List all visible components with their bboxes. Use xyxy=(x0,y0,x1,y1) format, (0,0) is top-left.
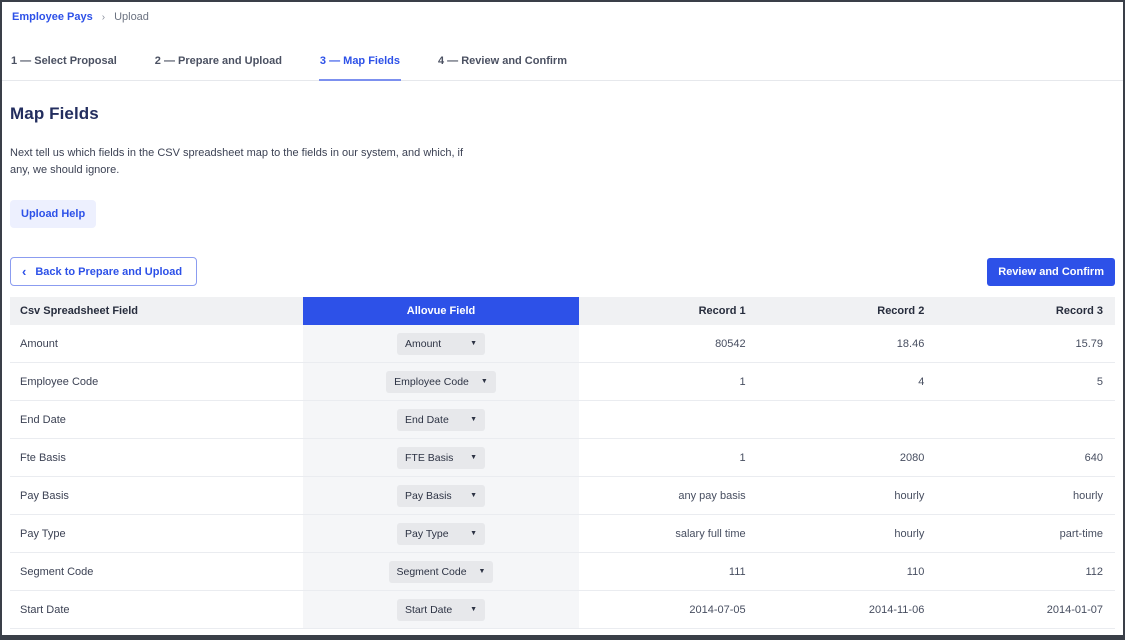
allovue-field-dropdown[interactable]: Pay Basis ▼ xyxy=(397,484,485,507)
table-row: Pay Type Pay Type ▼ salary full time hou… xyxy=(10,515,1115,554)
header-record-1: Record 1 xyxy=(698,305,746,318)
allovue-field-cell: Segment Code ▼ xyxy=(303,553,579,591)
record-3-value xyxy=(936,401,1115,438)
back-to-prepare-button-top[interactable]: ‹ Back to Prepare and Upload xyxy=(10,257,198,287)
breadcrumb: Employee Pays › Upload xyxy=(2,2,1123,23)
header-record-2: Record 2 xyxy=(877,305,925,318)
record-2-value: 18.46 xyxy=(896,337,925,350)
csv-field-label: Pay Type xyxy=(20,527,66,540)
csv-field-label: Fte Basis xyxy=(20,451,66,464)
table-row: Start Date Start Date ▼ 2014-07-05 2014-… xyxy=(10,591,1115,630)
chevron-down-icon: ▼ xyxy=(470,530,477,538)
back-button-label: Back to Prepare and Upload xyxy=(35,265,183,278)
chevron-down-icon: ▼ xyxy=(470,606,477,614)
allovue-field-cell: Pay Basis ▼ xyxy=(303,477,579,515)
tab-step-1[interactable]: 1 — Select Proposal xyxy=(11,55,117,67)
table-body: Amount Amount ▼ 80542 18.46 15.79 Employ… xyxy=(10,325,1115,630)
record-3-value: 15.79 xyxy=(1075,337,1103,350)
allovue-field-cell: Pay Type ▼ xyxy=(303,515,579,553)
record-1-value: salary full time xyxy=(675,527,746,540)
chevron-down-icon: ▼ xyxy=(478,568,486,576)
step-tabs: 1 — Select Proposal 2 — Prepare and Uploa… xyxy=(2,51,1123,81)
table-row: Pay Basis Pay Basis ▼ any pay basis hour… xyxy=(10,477,1115,516)
dropdown-selected-value: Start Date xyxy=(405,603,453,616)
table-row: Fte Basis FTE Basis ▼ 1 2080 640 xyxy=(10,439,1115,478)
allovue-field-cell: Start Date ▼ xyxy=(303,591,579,629)
allovue-field-dropdown[interactable]: Amount ▼ xyxy=(397,332,485,355)
record-3-value: hourly xyxy=(1073,489,1103,502)
dropdown-selected-value: Pay Type xyxy=(405,527,449,540)
header-allovue-field: Allovue Field xyxy=(303,297,579,326)
record-1-value: 111 xyxy=(728,565,746,578)
chevron-down-icon: ▼ xyxy=(470,416,477,424)
csv-field-label: Employee Code xyxy=(20,375,99,388)
chevron-left-icon: ‹ xyxy=(22,264,27,280)
record-3-value: 5 xyxy=(1096,375,1103,388)
csv-field-label: Start Date xyxy=(20,603,70,616)
record-3-value: part-time xyxy=(1059,527,1103,540)
breadcrumb-link-employee-pays[interactable]: Employee Pays xyxy=(12,11,93,23)
allovue-field-cell: FTE Basis ▼ xyxy=(303,439,579,477)
record-2-value: 2080 xyxy=(899,451,925,464)
record-1-value: 1 xyxy=(739,375,746,388)
table-row: Amount Amount ▼ 80542 18.46 15.79 xyxy=(10,325,1115,364)
page-title: Map Fields xyxy=(10,104,99,123)
record-3-value: 640 xyxy=(1084,451,1103,464)
allovue-field-cell: Amount ▼ xyxy=(303,325,579,363)
csv-field-label: Amount xyxy=(20,337,58,350)
record-2-value: hourly xyxy=(894,527,925,540)
record-2-value: 110 xyxy=(906,565,925,578)
chevron-down-icon: ▼ xyxy=(470,492,477,500)
review-and-confirm-button-top[interactable]: Review and Confirm xyxy=(987,257,1115,286)
dropdown-selected-value: FTE Basis xyxy=(405,451,454,464)
header-csv-field: Csv Spreadsheet Field xyxy=(20,305,138,318)
top-action-row: ‹ Back to Prepare and Upload Review and … xyxy=(10,257,1115,287)
dropdown-selected-value: Amount xyxy=(405,337,442,350)
page-description: Next tell us which fields in the CSV spr… xyxy=(10,147,464,177)
chevron-right-icon: › xyxy=(101,11,106,23)
record-3-value: 2014-01-07 xyxy=(1046,603,1103,616)
record-2-value: hourly xyxy=(894,489,925,502)
record-1-value: 80542 xyxy=(715,337,746,350)
record-1-value xyxy=(579,401,758,438)
allovue-field-cell: End Date ▼ xyxy=(303,401,579,439)
record-1-value: 1 xyxy=(739,451,746,464)
csv-field-label: Segment Code xyxy=(20,565,94,578)
allovue-field-dropdown[interactable]: Segment Code ▼ xyxy=(388,560,494,583)
allovue-field-dropdown[interactable]: Start Date ▼ xyxy=(397,598,485,621)
field-mapping-table: Csv Spreadsheet Field Allovue Field Reco… xyxy=(10,297,1115,630)
tab-step-4[interactable]: 4 — Review and Confirm xyxy=(438,55,567,67)
map-fields-content: Map Fields Next tell us which fields in … xyxy=(2,104,1123,635)
dropdown-selected-value: Segment Code xyxy=(396,565,467,578)
tab-step-2[interactable]: 2 — Prepare and Upload xyxy=(154,55,282,67)
upload-help-button[interactable]: Upload Help xyxy=(10,200,97,229)
allovue-field-cell: Employee Code ▼ xyxy=(303,363,579,401)
table-header-row: Csv Spreadsheet Field Allovue Field Reco… xyxy=(10,297,1115,326)
csv-field-label: End Date xyxy=(20,413,66,426)
allovue-field-dropdown[interactable]: End Date ▼ xyxy=(397,408,485,431)
allovue-field-dropdown[interactable]: Pay Type ▼ xyxy=(397,522,485,545)
allovue-field-dropdown[interactable]: Employee Code ▼ xyxy=(386,370,496,393)
tab-step-3[interactable]: 3 — Map Fields xyxy=(318,51,401,81)
allovue-field-dropdown[interactable]: FTE Basis ▼ xyxy=(397,446,485,469)
record-1-value: 2014-07-05 xyxy=(689,603,746,616)
record-1-value: any pay basis xyxy=(678,489,746,502)
header-record-3: Record 3 xyxy=(1055,305,1103,318)
dropdown-selected-value: End Date xyxy=(405,413,449,426)
table-row: Employee Code Employee Code ▼ 1 4 5 xyxy=(10,363,1115,402)
record-2-value: 2014-11-06 xyxy=(868,603,925,616)
record-2-value: 4 xyxy=(918,375,925,388)
table-row: Segment Code Segment Code ▼ 111 110 112 xyxy=(10,553,1115,592)
dropdown-selected-value: Employee Code xyxy=(394,375,469,388)
chevron-down-icon: ▼ xyxy=(480,378,488,386)
dropdown-selected-value: Pay Basis xyxy=(405,489,452,502)
record-2-value xyxy=(758,401,937,438)
table-row: End Date End Date ▼ xyxy=(10,401,1115,440)
breadcrumb-current-upload: Upload xyxy=(114,11,149,23)
chevron-down-icon: ▼ xyxy=(470,340,477,348)
chevron-down-icon: ▼ xyxy=(470,454,477,462)
csv-field-label: Pay Basis xyxy=(20,489,69,502)
record-3-value: 112 xyxy=(1085,565,1103,578)
